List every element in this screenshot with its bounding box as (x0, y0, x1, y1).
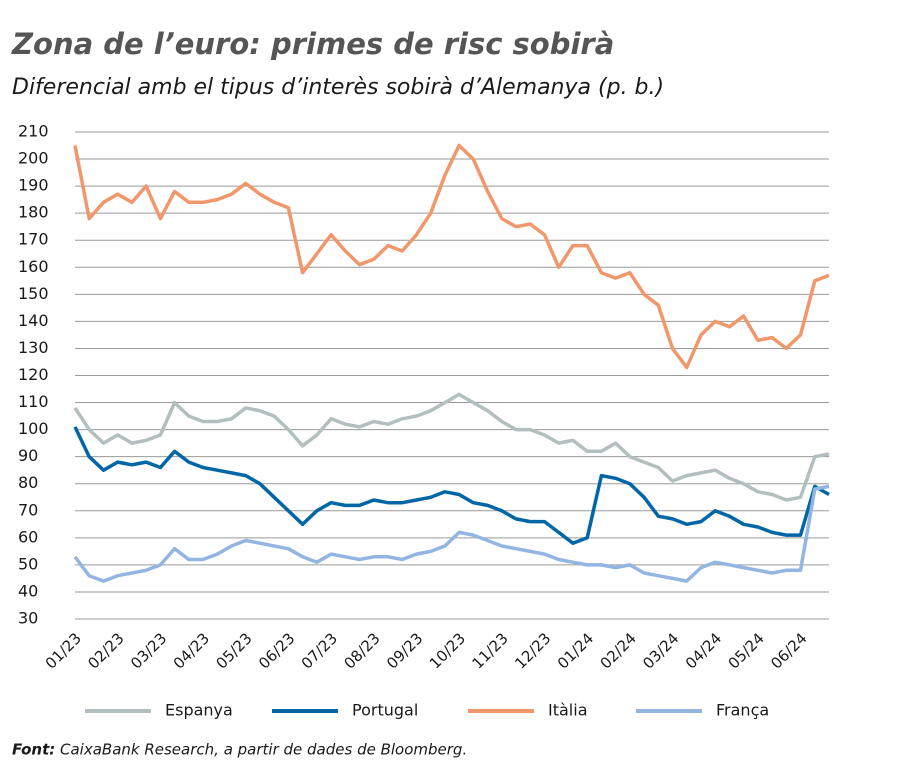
source-label: Font: (12, 741, 55, 759)
x-tick-label: 10/23 (426, 629, 469, 672)
y-tick-label: 150 (18, 284, 49, 303)
y-tick-label: 210 (18, 122, 49, 141)
chart-subtitle: Diferencial amb el tipus d’interès sobir… (12, 75, 664, 100)
legend-label: Espanya (165, 701, 233, 720)
y-tick-label: 90 (18, 446, 38, 465)
y-tick-label: 60 (18, 527, 38, 546)
x-tick-label: 06/23 (255, 629, 298, 672)
x-tick-label: 01/23 (42, 629, 85, 672)
x-tick-label: 04/23 (170, 629, 213, 672)
y-tick-label: 110 (18, 392, 49, 411)
series-line (73, 484, 830, 583)
x-tick-label: 01/24 (554, 629, 597, 672)
x-tick-label: 03/23 (127, 629, 170, 672)
series-line (73, 426, 830, 545)
y-tick-label: 160 (18, 257, 49, 276)
x-tick-label: 05/24 (725, 629, 768, 672)
x-tick-label: 11/23 (469, 629, 512, 672)
x-tick-label: 09/23 (383, 629, 426, 672)
x-tick-label: 03/24 (639, 629, 682, 672)
x-tick-label: 04/24 (682, 629, 725, 672)
y-tick-label: 200 (18, 149, 49, 168)
x-tick-label: 07/23 (298, 629, 341, 672)
legend-label: Itàlia (548, 701, 588, 720)
y-tick-label: 140 (18, 311, 49, 330)
legend-label: França (716, 701, 769, 720)
series-line (73, 392, 830, 502)
y-tick-label: 130 (18, 338, 49, 357)
y-tick-label: 40 (18, 581, 38, 600)
x-tick-label: 06/24 (767, 629, 810, 672)
y-tick-label: 190 (18, 176, 49, 195)
y-tick-label: 80 (18, 473, 38, 492)
source: CaixaBank Research, a partir de dades de… (60, 741, 467, 759)
y-tick-label: 50 (18, 554, 38, 573)
x-tick-label: 05/23 (212, 629, 255, 672)
x-tick-label: 02/23 (84, 629, 127, 672)
x-tick-label: 02/24 (597, 629, 640, 672)
legend-label: Portugal (352, 701, 418, 720)
y-tick-label: 120 (18, 365, 49, 384)
x-tick-label: 08/23 (340, 629, 383, 672)
y-tick-label: 170 (18, 230, 49, 249)
y-tick-label: 30 (18, 609, 38, 628)
chart-title: Zona de l’euro: primes de risc sobirà (11, 27, 614, 61)
y-tick-label: 100 (18, 419, 49, 438)
y-tick-label: 180 (18, 203, 49, 222)
y-tick-label: 70 (18, 500, 38, 519)
x-tick-label: 12/23 (511, 629, 554, 672)
series-line (73, 143, 830, 370)
